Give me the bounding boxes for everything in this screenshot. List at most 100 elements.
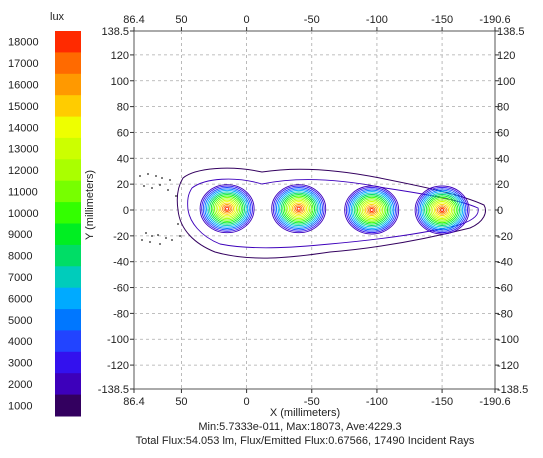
contour-ring — [363, 202, 381, 218]
contour-ring — [282, 194, 316, 224]
stray-point — [161, 177, 163, 179]
legend-level-label: 9000 — [8, 229, 32, 241]
stray-point — [147, 173, 149, 175]
y-tick-label-right: 138.5 — [497, 26, 525, 38]
contour-ring — [225, 206, 230, 211]
contour-ring — [272, 185, 325, 232]
stats-line-1: Min:5.7333e-011, Max:18073, Ave:4229.3 — [198, 421, 401, 433]
y-tick-label-left: 138.5 — [101, 26, 129, 38]
x-tick-label-bottom: 86.4 — [123, 396, 144, 408]
y-tick-label-left: 0 — [123, 205, 129, 217]
stray-point — [155, 175, 157, 177]
contour-ring — [355, 195, 389, 225]
contour-ring — [417, 188, 467, 232]
legend-level-label: 7000 — [8, 272, 32, 284]
contour-ring — [350, 191, 393, 229]
y-tick-label-left: -80 — [113, 308, 129, 320]
contour-ring — [201, 185, 253, 232]
y-tick-label-left: 80 — [117, 102, 129, 114]
legend-swatch — [55, 95, 81, 118]
y-tick-label-right: -138.5 — [497, 384, 528, 396]
legend-swatch — [55, 373, 81, 396]
y-tick-label-right: 100 — [497, 76, 515, 88]
contour-ring — [352, 192, 392, 228]
legend-level-label: 16000 — [8, 80, 39, 92]
stray-point — [157, 234, 159, 236]
contour-ring — [345, 186, 398, 234]
legend-swatch — [55, 330, 81, 353]
legend-swatch — [55, 244, 81, 267]
x-tick-label-bottom: -150 — [431, 396, 453, 408]
legend-level-label: 10000 — [8, 208, 39, 220]
stray-point — [177, 223, 179, 225]
legend-swatch — [55, 31, 81, 53]
y-tick-label-right: 20 — [497, 179, 509, 191]
legend-swatch — [55, 159, 81, 182]
contour-ring — [276, 188, 322, 229]
legend-swatch — [55, 180, 81, 203]
legend-swatch — [55, 394, 81, 417]
legend-level-label: 15000 — [8, 101, 39, 113]
contour-ring — [293, 204, 304, 214]
contour-ring — [288, 199, 309, 218]
y-tick-label-right: -40 — [497, 257, 513, 269]
legend-level-label: 13000 — [8, 144, 39, 156]
stray-point — [171, 239, 173, 241]
contour-ring — [212, 195, 242, 222]
y-tick-label-right: 40 — [497, 153, 509, 165]
x-tick-label-top: -150 — [431, 14, 453, 26]
stray-point — [139, 175, 141, 177]
contour-ring — [421, 191, 464, 229]
contour-ring — [440, 208, 445, 212]
y-tick-label-right: -60 — [497, 283, 513, 295]
contour-ring — [287, 198, 311, 220]
legend-level-label: 1000 — [8, 400, 32, 412]
contour-ring — [213, 196, 241, 221]
y-tick-label-right: 80 — [497, 102, 509, 114]
x-tick-label-top: -190.6 — [479, 14, 510, 26]
contour-ring — [349, 189, 395, 231]
contour-ring — [274, 187, 323, 231]
contour-ring — [347, 188, 396, 232]
y-tick-label-right: 60 — [497, 127, 509, 139]
legend-swatch — [55, 266, 81, 289]
stray-point — [159, 184, 161, 186]
x-tick-label-bottom: -100 — [366, 396, 388, 408]
y-tick-label-right: -80 — [497, 308, 513, 320]
legend-swatch — [55, 73, 81, 96]
y-tick-label-right: -120 — [497, 360, 519, 372]
stray-point — [167, 189, 169, 191]
contour-ring — [295, 205, 303, 212]
legend-level-label: 5000 — [8, 315, 32, 327]
contour-ring — [414, 185, 470, 235]
contour-ring — [360, 199, 384, 221]
y-tick-label-left: 60 — [117, 127, 129, 139]
contour-ring — [207, 191, 247, 227]
x-axis-label: X (millimeters) — [270, 407, 340, 419]
stray-point — [143, 185, 145, 187]
legend-level-label: 4000 — [8, 336, 32, 348]
contour-ring — [279, 191, 319, 227]
contour-ring — [430, 199, 454, 221]
contour-ring — [368, 206, 376, 214]
y-tick-label-right: 0 — [497, 205, 503, 217]
stray-point — [145, 232, 147, 234]
contour-ring — [209, 192, 246, 225]
contour-ring — [428, 198, 456, 222]
contour-ring — [358, 198, 385, 222]
contour-ring — [296, 206, 301, 211]
y-tick-label-left: 40 — [117, 153, 129, 165]
contour-ring — [361, 201, 382, 219]
legend-swatch — [55, 52, 81, 75]
contour-ring — [435, 203, 449, 217]
contour-ring — [438, 206, 446, 214]
x-tick-label-top: -100 — [366, 14, 388, 26]
legend-level-label: 18000 — [8, 37, 39, 49]
contour-ring — [290, 201, 308, 217]
contour-ring — [436, 205, 448, 215]
legend-level-label: 2000 — [8, 379, 32, 391]
y-tick-label-left: -100 — [107, 334, 129, 346]
legend-swatch — [55, 309, 81, 331]
